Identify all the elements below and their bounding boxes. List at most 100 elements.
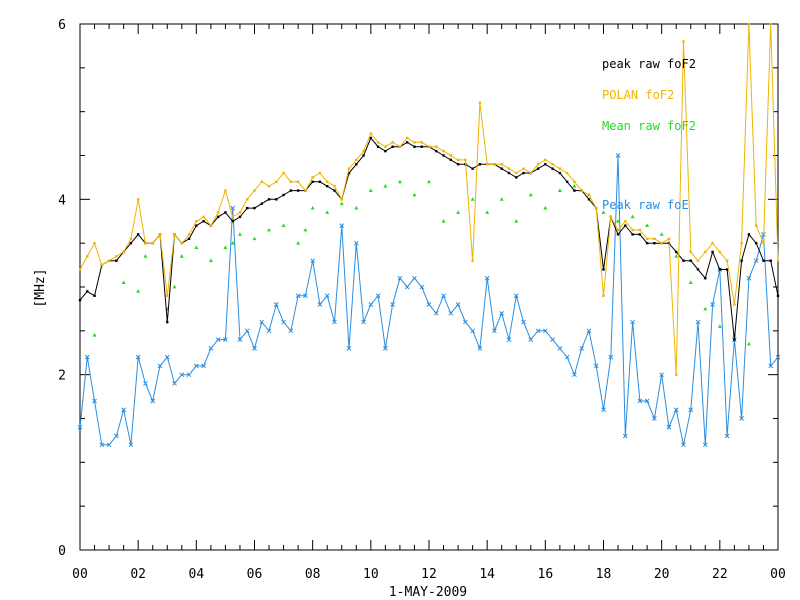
- data-point: [303, 227, 308, 232]
- data-point: [653, 237, 656, 240]
- data-point: [84, 354, 90, 360]
- data-point: [624, 220, 627, 223]
- y-tick-label: 4: [58, 193, 66, 208]
- data-point: [427, 145, 431, 148]
- data-point: [660, 241, 663, 245]
- data-point: [100, 263, 104, 267]
- data-point: [164, 354, 170, 360]
- data-point: [391, 145, 394, 148]
- data-point: [260, 180, 263, 183]
- y-tick-labels: 0 2 4 6: [58, 18, 66, 559]
- data-point: [688, 280, 693, 285]
- data-point: [143, 381, 148, 386]
- data-point: [128, 442, 134, 448]
- data-point: [426, 302, 432, 307]
- data-point: [776, 259, 780, 262]
- data-point: [544, 158, 547, 162]
- data-point: [645, 223, 650, 228]
- data-point: [739, 416, 744, 421]
- data-point: [442, 149, 445, 153]
- data-point: [573, 180, 576, 183]
- x-tick-label: 14: [479, 567, 495, 582]
- data-point: [275, 198, 278, 201]
- data-point: [304, 189, 307, 192]
- data-point: [681, 442, 686, 448]
- data-point: [310, 258, 316, 264]
- data-point: [499, 197, 504, 201]
- data-point: [522, 167, 525, 170]
- data-point: [332, 319, 337, 325]
- data-point: [689, 250, 692, 254]
- data-point: [696, 259, 700, 262]
- data-point: [368, 188, 373, 192]
- data-point: [326, 180, 329, 183]
- data-point: [375, 293, 381, 299]
- data-point: [500, 163, 503, 166]
- data-point: [121, 280, 126, 285]
- data-point: [129, 241, 133, 245]
- data-point: [136, 289, 141, 293]
- series-mean-raw-fof2: [92, 179, 751, 346]
- x-tick-label: 10: [363, 567, 379, 582]
- data-point: [180, 241, 183, 245]
- data-point: [601, 210, 606, 214]
- data-point: [616, 233, 620, 236]
- data-point: [361, 319, 366, 325]
- data-point: [397, 179, 402, 184]
- data-point: [551, 163, 554, 166]
- data-point: [586, 328, 592, 334]
- data-point: [464, 158, 467, 162]
- data-point: [186, 372, 192, 378]
- x-tick-label: 00: [72, 567, 88, 582]
- data-point: [433, 310, 439, 316]
- data-point: [704, 250, 707, 254]
- data-point: [173, 233, 176, 236]
- data-point: [616, 219, 621, 223]
- data-point: [355, 163, 358, 166]
- data-point: [682, 259, 685, 262]
- data-point: [435, 149, 438, 153]
- data-point: [179, 372, 185, 378]
- data-point: [143, 254, 148, 258]
- data-point: [595, 206, 598, 210]
- data-point: [704, 277, 707, 280]
- data-point: [368, 302, 374, 307]
- data-point: [420, 145, 423, 148]
- data-point: [289, 180, 293, 183]
- data-point: [253, 189, 256, 192]
- data-point: [725, 259, 729, 262]
- data-point: [376, 145, 380, 148]
- data-point: [311, 180, 314, 183]
- data-point: [318, 180, 322, 183]
- series-layer: [77, 22, 781, 448]
- data-point: [420, 141, 423, 144]
- data-point: [456, 158, 460, 162]
- data-point: [231, 220, 234, 223]
- data-point: [507, 171, 511, 175]
- data-point: [733, 338, 736, 341]
- data-point: [202, 215, 205, 219]
- data-point: [384, 145, 387, 148]
- data-point: [275, 180, 278, 183]
- data-point: [202, 220, 205, 223]
- data-point: [224, 211, 227, 214]
- x-tick-label: 12: [421, 567, 437, 582]
- data-point: [696, 268, 700, 271]
- data-point: [77, 424, 83, 430]
- data-point: [536, 163, 540, 166]
- data-point: [688, 407, 694, 413]
- data-point: [659, 232, 664, 236]
- x-tick-label: 04: [189, 567, 205, 582]
- data-point: [485, 210, 490, 214]
- data-point: [572, 372, 577, 378]
- data-point: [740, 259, 743, 262]
- data-point: [675, 250, 678, 254]
- data-point: [776, 294, 780, 297]
- data-point: [121, 407, 126, 413]
- data-point: [209, 224, 213, 227]
- data-point: [282, 171, 285, 175]
- data-point: [144, 241, 147, 245]
- data-point: [551, 167, 554, 170]
- data-point: [324, 293, 330, 299]
- x-tick-labels: 00 02 04 06 08 10 12 14 16 18 20 22 00: [72, 567, 786, 582]
